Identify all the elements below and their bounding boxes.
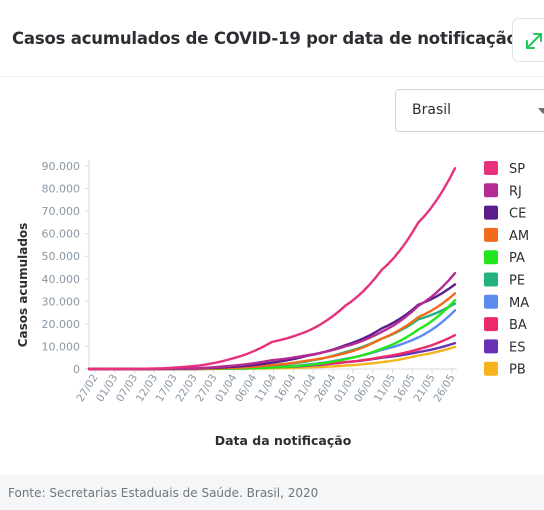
y-tick-label: 50.000: [42, 250, 81, 263]
y-tick-label: 30.000: [42, 295, 81, 308]
line-chart: 0 10.000 20.000 30.000 40.000 50.000 60.000 70.…: [16, 160, 529, 448]
legend-item-am: AM: [484, 227, 529, 244]
legend-item-es: ES: [484, 339, 525, 355]
y-tick-label: 0: [73, 363, 80, 376]
region-select-value: Brasil: [412, 102, 452, 118]
legend-swatch: [484, 339, 498, 354]
legend-label: PE: [509, 274, 525, 289]
legend-swatch: [484, 361, 498, 376]
series-line-sp: [87, 167, 457, 371]
legend-label: RJ: [509, 184, 522, 199]
y-tick-label: 20.000: [42, 318, 81, 331]
y-tick-label: 60.000: [42, 228, 81, 241]
legend-swatch: [484, 183, 498, 198]
card-header: Casos acumulados de COVID-19 por data de…: [0, 0, 544, 77]
legend-swatch: [484, 227, 498, 242]
chart-card: Casos acumulados de COVID-19 por data de…: [0, 0, 544, 475]
legend-label: BA: [509, 318, 527, 333]
legend-item-rj: RJ: [484, 183, 522, 199]
legend-swatch: [484, 317, 498, 332]
legend-label: ES: [509, 340, 525, 355]
legend-item-ma: MA: [484, 294, 529, 311]
expand-button[interactable]: [512, 18, 544, 62]
y-tick-label: 80.000: [42, 183, 81, 196]
x-axis-title: Data da notificação: [215, 433, 352, 448]
legend-item-ce: CE: [484, 205, 526, 222]
legend-swatch: [484, 161, 498, 175]
legend-item-sp: SP: [484, 161, 525, 177]
y-axis-title: Casos acumulados: [16, 223, 30, 348]
expand-arrows-icon: [526, 33, 542, 49]
legend-swatch: [484, 294, 498, 309]
legend-item-pb: PB: [484, 361, 526, 378]
y-tick-label: 90.000: [42, 160, 81, 173]
legend-item-pa: PA: [484, 250, 525, 266]
legend-label: MA: [509, 296, 529, 311]
legend-item-ba: BA: [484, 317, 527, 333]
y-tick-label: 70.000: [42, 205, 81, 218]
legend-label: CE: [509, 207, 526, 222]
legend-item-pe: PE: [484, 272, 525, 289]
y-tick-label: 10.000: [42, 340, 81, 353]
legend-label: SP: [509, 162, 525, 177]
source-note: Fonte: Secretarias Estaduais de Saúde. B…: [8, 486, 319, 500]
legend-label: PA: [509, 251, 525, 266]
region-select[interactable]: Brasil: [395, 89, 544, 132]
legend-swatch: [484, 205, 498, 220]
x-tick-label: 26/05: [431, 372, 457, 404]
page-title: Casos acumulados de COVID-19 por data de…: [12, 29, 518, 48]
legend-label: PB: [509, 363, 526, 378]
y-tick-label: 40.000: [42, 273, 81, 286]
chevron-down-icon: [538, 108, 544, 114]
legend-label: AM: [509, 229, 529, 244]
legend-swatch: [484, 250, 498, 265]
legend-swatch: [484, 272, 498, 287]
